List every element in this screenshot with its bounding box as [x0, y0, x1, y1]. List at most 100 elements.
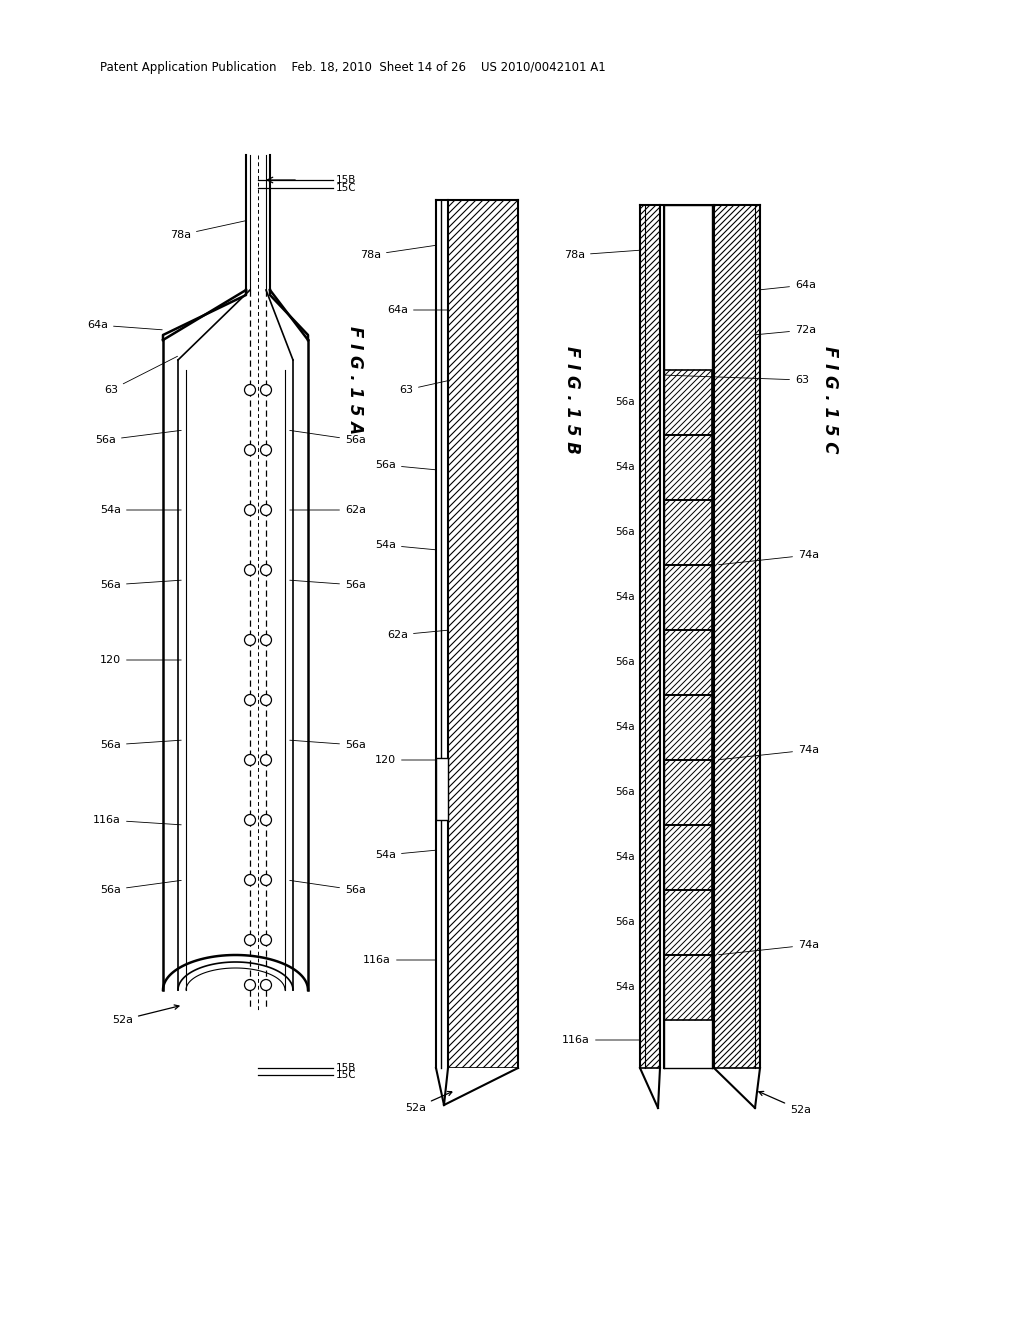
Text: 62a: 62a — [387, 630, 447, 640]
Circle shape — [245, 694, 256, 705]
Text: 74a: 74a — [719, 550, 819, 565]
Circle shape — [245, 874, 256, 886]
Text: 56a: 56a — [375, 459, 435, 470]
Circle shape — [260, 384, 271, 396]
Text: 56a: 56a — [100, 579, 181, 590]
Text: 52a: 52a — [406, 1092, 453, 1113]
Text: 54a: 54a — [615, 462, 635, 473]
Bar — [664, 436, 712, 500]
Circle shape — [245, 979, 256, 990]
Bar — [664, 500, 712, 565]
Bar — [664, 370, 712, 436]
Circle shape — [260, 814, 271, 825]
Bar — [664, 890, 712, 954]
Text: 62a: 62a — [290, 506, 366, 515]
Circle shape — [245, 384, 256, 396]
Bar — [664, 630, 712, 696]
Text: 120: 120 — [375, 755, 435, 766]
Bar — [640, 205, 660, 1068]
Bar — [640, 205, 660, 1068]
Circle shape — [260, 635, 271, 645]
Text: 78a: 78a — [564, 249, 640, 260]
Text: 64a: 64a — [87, 319, 162, 330]
Text: 56a: 56a — [290, 430, 366, 445]
Text: 116a: 116a — [364, 954, 435, 965]
Text: 78a: 78a — [170, 220, 247, 240]
Text: 56a: 56a — [615, 397, 635, 407]
Bar — [664, 954, 712, 1020]
Bar — [664, 565, 712, 630]
Circle shape — [260, 979, 271, 990]
Bar — [664, 436, 712, 500]
Bar — [714, 205, 760, 1068]
Circle shape — [245, 445, 256, 455]
Bar — [664, 825, 712, 890]
Text: 74a: 74a — [719, 940, 819, 954]
Text: 120: 120 — [100, 655, 181, 665]
Text: 56a: 56a — [615, 787, 635, 797]
Bar — [714, 205, 760, 1068]
Bar — [664, 696, 712, 760]
Text: F I G . 1 5 C: F I G . 1 5 C — [821, 346, 839, 454]
Bar — [664, 630, 712, 696]
Circle shape — [245, 814, 256, 825]
Text: 54a: 54a — [615, 591, 635, 602]
Circle shape — [260, 755, 271, 766]
Text: 72a: 72a — [756, 325, 816, 335]
Text: Patent Application Publication    Feb. 18, 2010  Sheet 14 of 26    US 2010/00421: Patent Application Publication Feb. 18, … — [100, 62, 606, 74]
Text: 116a: 116a — [562, 1035, 640, 1045]
Text: 56a: 56a — [95, 430, 181, 445]
Text: 54a: 54a — [100, 506, 181, 515]
Text: 74a: 74a — [719, 744, 819, 760]
Circle shape — [245, 565, 256, 576]
Text: 78a: 78a — [359, 246, 435, 260]
Text: 63: 63 — [665, 375, 809, 385]
Text: 15C: 15C — [336, 1071, 356, 1080]
Text: 56a: 56a — [290, 579, 366, 590]
Circle shape — [245, 635, 256, 645]
Text: 54a: 54a — [375, 540, 435, 550]
Text: 56a: 56a — [290, 880, 366, 895]
Text: F I G . 1 5 A: F I G . 1 5 A — [346, 326, 364, 434]
Circle shape — [260, 694, 271, 705]
Text: 54a: 54a — [615, 851, 635, 862]
Text: 52a: 52a — [112, 1005, 179, 1026]
Text: 15B: 15B — [336, 1063, 356, 1073]
Circle shape — [260, 935, 271, 945]
Text: 56a: 56a — [615, 527, 635, 537]
Text: 15C: 15C — [336, 183, 356, 193]
Circle shape — [260, 504, 271, 516]
Text: 54a: 54a — [375, 850, 435, 861]
Bar — [664, 760, 712, 825]
Text: 56a: 56a — [615, 917, 635, 927]
Text: F I G . 1 5 B: F I G . 1 5 B — [563, 346, 581, 454]
Circle shape — [245, 935, 256, 945]
Text: 56a: 56a — [100, 880, 181, 895]
Text: 116a: 116a — [93, 814, 181, 825]
Text: 15B: 15B — [336, 176, 356, 185]
Bar — [664, 370, 712, 436]
Text: 54a: 54a — [615, 722, 635, 733]
Bar — [664, 760, 712, 825]
Bar — [664, 954, 712, 1020]
Circle shape — [245, 504, 256, 516]
Bar — [436, 758, 449, 820]
Circle shape — [260, 874, 271, 886]
Text: 56a: 56a — [100, 741, 181, 750]
Circle shape — [260, 445, 271, 455]
Polygon shape — [436, 1068, 518, 1119]
Text: 63: 63 — [399, 380, 449, 395]
Bar — [664, 825, 712, 890]
Text: 64a: 64a — [387, 305, 449, 315]
Bar — [449, 201, 518, 1068]
Text: 56a: 56a — [290, 741, 366, 750]
Bar — [664, 500, 712, 565]
Text: 54a: 54a — [615, 982, 635, 993]
Bar — [664, 565, 712, 630]
Bar — [664, 890, 712, 954]
Text: 52a: 52a — [759, 1092, 811, 1115]
Text: 63: 63 — [104, 356, 177, 395]
Text: 64a: 64a — [761, 280, 816, 290]
Bar — [449, 201, 518, 1068]
Bar — [664, 696, 712, 760]
